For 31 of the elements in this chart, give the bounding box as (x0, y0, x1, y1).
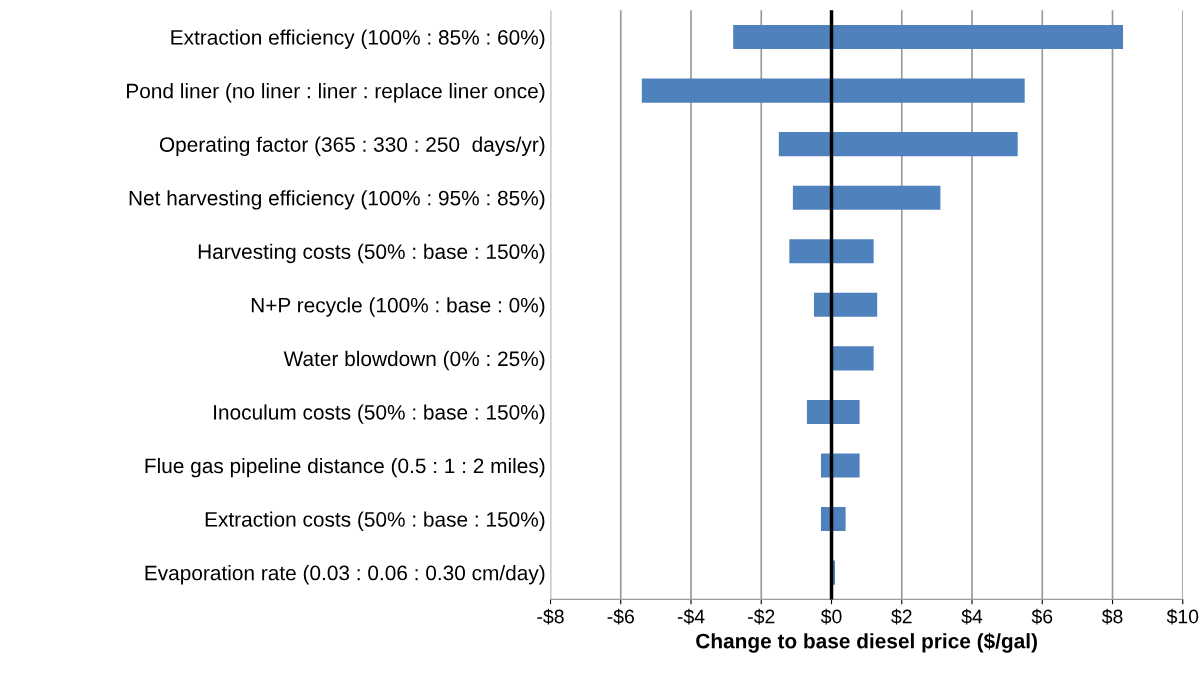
x-axis-title: Change to base diesel price ($/gal) (696, 632, 1037, 653)
y-tick-label: Inoculum costs (50% : base : 150%) (214, 404, 545, 424)
y-tick-label: Extraction costs (50% : base : 150%) (205, 511, 545, 531)
bar (806, 399, 860, 424)
y-tick-label: N+P recycle (100% : base : 0%) (251, 297, 545, 317)
x-tick-label: -$4 (677, 608, 705, 625)
x-tick-label: -$6 (607, 608, 634, 625)
y-tick-label: Evaporation rate (0.03 : 0.06 : 0.30 cm/day) (145, 565, 545, 585)
bar (813, 292, 878, 317)
x-tick-label: $4 (961, 608, 983, 625)
bar (792, 185, 941, 210)
y-tick-label: Extraction efficiency (100% : 85% : 60%) (171, 29, 545, 49)
bar (789, 239, 874, 264)
bar (820, 453, 860, 478)
bar (641, 78, 1025, 103)
bar (733, 25, 1124, 50)
y-tick-label: Pond liner (no liner : liner : replace liner once) (127, 83, 545, 103)
y-tick-label: Net harvesting efficiency (100% : 95% : 85%) (129, 190, 545, 210)
x-tick-label: $10 (1166, 608, 1199, 625)
y-tick-label: Harvesting costs (50% : base : 150%) (198, 243, 545, 264)
x-tick-label: -$8 (537, 608, 564, 625)
x-tick-label: $6 (1031, 608, 1053, 625)
bar (778, 132, 1018, 157)
y-tick-label: Flue gas pipeline distance (0.5 : 1 : 2 miles) (145, 457, 545, 478)
x-tick-label: -$2 (748, 608, 775, 625)
x-tick-label: $0 (820, 608, 842, 625)
bar (831, 346, 874, 371)
y-tick-label: Water blowdown (0% : 25%) (283, 350, 545, 371)
x-tick-label: $2 (891, 608, 912, 625)
y-tick-label: Operating factor (365 : 330 : 250 days/yr) (159, 136, 545, 157)
x-tick-label: $8 (1101, 608, 1123, 625)
